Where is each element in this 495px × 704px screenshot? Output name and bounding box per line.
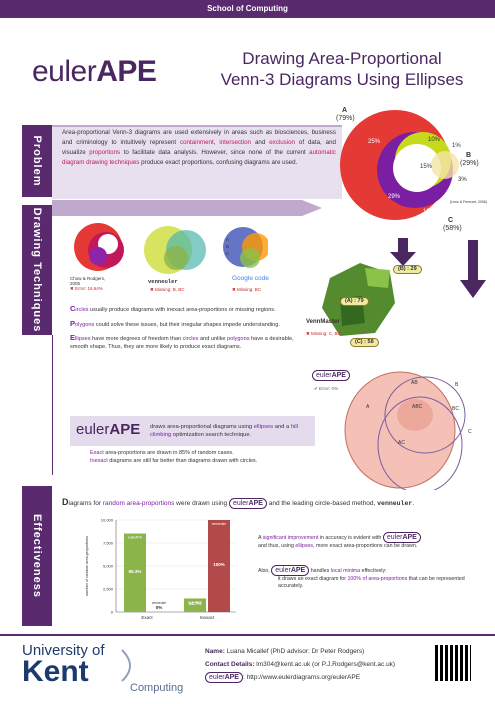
venn-a-pct: (79%) [336, 116, 355, 121]
venn-c-label: C [448, 218, 453, 223]
google-legend-b: B [226, 243, 229, 250]
section-tab-drawing: Drawing Techniques [22, 205, 52, 335]
google-name: Google code [232, 276, 269, 281]
venn-region-7: 11% [423, 210, 435, 215]
ellipse-a: A [366, 405, 369, 410]
bar-series-label: venneuler [212, 522, 227, 526]
venn-region-4: 15% [420, 165, 432, 170]
section-divider [22, 335, 53, 475]
ellipse-bc: BC [452, 407, 459, 412]
bar-series-label: venneuler [152, 601, 167, 605]
google-legend-c: C [226, 250, 229, 257]
google-legend-a: A [226, 236, 229, 243]
bar-series-label: eulerAPE [188, 600, 203, 604]
x-category-label: Inexact [200, 615, 215, 620]
venn-c-pct: (58%) [443, 226, 462, 231]
problem-arrow [52, 198, 342, 218]
note-3: Also, eulerAPE handles local minima effe… [258, 565, 488, 576]
venn-region-5: 3% [458, 178, 467, 183]
ellipse-b: B [455, 383, 458, 388]
venneuler-missing: ✖ Missing: B, BC [150, 287, 185, 292]
ellipse-ab: AB [411, 381, 418, 386]
venn-region-1: 25% [368, 140, 380, 145]
bullet-ellipses: Ellipses have more degrees of freedom th… [70, 334, 300, 351]
effectiveness-heading: Diagrams for random area-proportions wer… [62, 497, 482, 509]
down-arrow-venn [388, 238, 418, 268]
chow-error: ✖ Error: 16.64% [70, 286, 103, 291]
venn-region-2: 10% [428, 138, 440, 143]
y-tick-label: 5,000 [103, 564, 114, 569]
contact-info: Name: Luana Micallef (PhD advisor: Dr Pe… [205, 645, 395, 684]
venn-region-6: 29% [388, 195, 400, 200]
qr-code-icon [435, 645, 471, 681]
title-line-2: Venn-3 Diagrams Using Ellipses [192, 69, 492, 90]
note-2: and thus, using ellipses, more exact are… [258, 543, 488, 551]
vennmaster-name: VennMaster [306, 320, 340, 325]
kent-wordmark: Kent [22, 659, 105, 685]
y-tick-label: 0 [111, 610, 114, 615]
venn-b-label: B [466, 153, 471, 158]
bullet-polygons: Polygons could solve these issues, but t… [70, 320, 300, 330]
ellipse-abc: ABC [412, 405, 422, 410]
computing-emblem-icon [120, 648, 140, 683]
ellipse-c: C [468, 430, 472, 435]
eulerape-summary: draws area-proportional diagrams using e… [150, 423, 310, 439]
eulerape-inline-logo: eulerAPE [76, 421, 140, 438]
vm-c: (C) : 58 [350, 338, 379, 347]
bar-value-label: 100% [213, 562, 225, 567]
eulerape-logo: eulerAPE [32, 55, 156, 89]
section-tab-problem: Problem [22, 125, 52, 197]
computing-label: Computing [130, 682, 183, 694]
bullet-circles: Circles usually produce diagrams with in… [70, 305, 300, 315]
section-tab-effectiveness: Effectiveness [22, 486, 52, 626]
y-tick-label: 7,500 [103, 541, 114, 546]
venn-a-label: A [342, 108, 347, 113]
note-4: it draws an exact diagram for 100% of ar… [258, 576, 488, 591]
problem-text: Area-proportional Venn-3 diagrams are us… [62, 128, 336, 168]
venn-region-3: 1% [452, 144, 461, 149]
note-1: A significant improvement in accuracy is… [258, 532, 488, 543]
vennmaster-missing: ✖ Missing: C, BC [306, 331, 341, 336]
down-arrow-right [458, 240, 488, 300]
eulerape-error: ✔ Error: 0% [314, 386, 338, 391]
google-legend: A B C [226, 236, 229, 257]
bar-series-label: eulerAPE [128, 536, 143, 540]
google-missing: ✖ Missing: BC [232, 287, 261, 292]
chow-caption: Chow & Rodgers, 2005 [70, 276, 110, 286]
venn-b-pct: (29%) [460, 161, 479, 166]
ellipse-ac: AC [398, 441, 405, 446]
school-banner: School of Computing [0, 0, 495, 18]
technique-bullets: Circles usually produce diagrams with in… [70, 305, 300, 356]
x-category-label: Exact [141, 615, 153, 620]
university-logo: University of Kent [22, 642, 105, 685]
y-tick-label: 2,500 [103, 587, 114, 592]
y-axis-label: number of random area-proportions [85, 536, 89, 596]
title-line-1: Drawing Area-Proportional [192, 48, 492, 69]
venneuler-name: venneuler [148, 279, 178, 284]
main-venn-diagram [335, 110, 495, 240]
exact-summary: Exact area-proportions are drawn in 85% … [90, 450, 320, 465]
vm-a: (A) : 79 [340, 297, 369, 306]
bar-value-label: 0% [156, 605, 163, 610]
vm-b: (B) : 29 [393, 265, 422, 274]
results-chart: 0 2,500 5,000 7,500 10,000 number of random a… [80, 512, 245, 632]
venn-source: (Lenz & Fermont, 2006) [450, 200, 490, 205]
effectiveness-notes: A significant improvement in accuracy is… [258, 532, 488, 591]
y-tick-label: 10,000 [101, 518, 114, 523]
bar-value-label: 85.3% [129, 569, 142, 574]
poster-title: Drawing Area-Proportional Venn-3 Diagram… [192, 48, 492, 90]
